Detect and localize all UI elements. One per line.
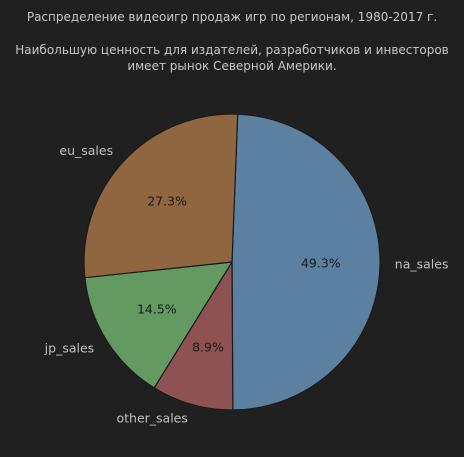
- slice-label-na-sales: na_sales: [395, 257, 449, 272]
- pie-labels: 49.3% na_sales 8.9% other_sales 14.5% jp_sale…: [44, 143, 449, 426]
- pct-label-eu-sales: 27.3%: [147, 193, 187, 208]
- pct-label-other-sales: 8.9%: [192, 340, 224, 355]
- slice-label-jp-sales: jp_sales: [44, 341, 95, 356]
- slice-label-other-sales: other_sales: [116, 411, 187, 426]
- pie-slices: [83, 113, 381, 411]
- slice-label-eu-sales: eu_sales: [59, 143, 113, 158]
- title-line-3: Наибольшую ценность для издателей, разра…: [15, 43, 449, 57]
- title-line-4: имеет рынок Северной Америки.: [127, 59, 336, 73]
- pie-slice-eu-sales: [83, 113, 239, 279]
- pie-slice-jp-sales: [84, 261, 233, 389]
- pie-slice-other-sales: [153, 261, 234, 411]
- chart-title: Распределение видеоигр продаж игр по рег…: [15, 10, 449, 73]
- title-line-1: Распределение видеоигр продаж игр по рег…: [27, 10, 437, 24]
- pct-label-jp-sales: 14.5%: [137, 301, 177, 316]
- pct-label-na-sales: 49.3%: [301, 256, 341, 271]
- pie-slice-na-sales: [231, 113, 381, 411]
